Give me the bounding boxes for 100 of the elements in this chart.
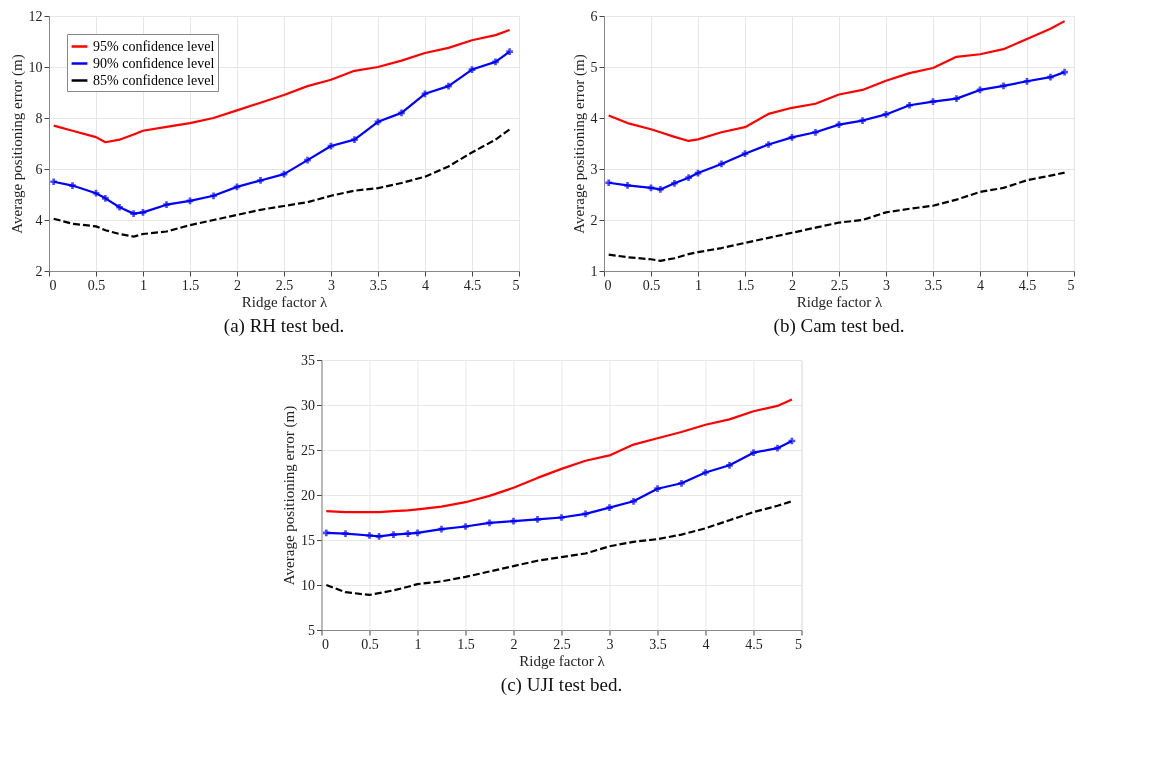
point: [404, 530, 412, 538]
point: [398, 109, 405, 117]
point: [1047, 73, 1054, 81]
point: [1000, 82, 1007, 90]
line-series: [607, 171, 1066, 262]
x-tick-label: 3.5: [924, 277, 943, 293]
point: [210, 192, 217, 200]
point: [606, 504, 613, 511]
point: [671, 179, 678, 187]
y-tick-label: 5: [590, 59, 598, 75]
x-tick-label: 2: [234, 277, 241, 293]
text: (c) UJI test bed.: [500, 674, 623, 696]
point: [130, 210, 137, 217]
x-tick-label: 1.5: [457, 636, 475, 652]
point: [421, 90, 429, 98]
y-tick-label: 3: [590, 161, 598, 177]
x-tick-label: 4: [422, 277, 429, 293]
legend-label: 95% confidence level: [93, 38, 215, 54]
point: [462, 523, 469, 530]
x-tick-label: 3: [883, 277, 890, 293]
y-tick-label: 35: [301, 352, 315, 368]
point: [654, 485, 661, 493]
point: [69, 182, 76, 189]
point: [510, 517, 517, 525]
x-tick-label: 0.5: [642, 277, 661, 293]
y-axis-title: Average positioning error (m): [8, 54, 26, 234]
x-tick-label: 0: [322, 636, 329, 652]
point: [685, 174, 692, 182]
point: [374, 118, 382, 126]
y-axis-title: Average positioning error (m): [570, 54, 588, 234]
point: [342, 530, 349, 538]
point: [1061, 68, 1068, 76]
point: [718, 160, 725, 168]
x-tick-label: 4: [977, 277, 984, 293]
point: [812, 128, 819, 136]
x-tick-label: 2.5: [830, 277, 849, 293]
x-tick-label: 0: [604, 277, 612, 293]
x-tick-label: 1: [140, 277, 147, 293]
point: [534, 515, 541, 523]
point: [139, 209, 147, 216]
point: [624, 181, 631, 189]
line-series: [52, 128, 511, 238]
point: [765, 141, 772, 148]
y-tick-label: 6: [590, 8, 598, 24]
x-axis-title: Ridge factor λ: [796, 293, 884, 310]
x-tick-label: 1.5: [736, 277, 755, 293]
y-tick-label: 12: [28, 8, 43, 24]
x-axis-title: Ridge factor λ: [519, 652, 606, 669]
point: [102, 194, 109, 202]
point: [116, 203, 123, 211]
point: [445, 82, 452, 90]
x-tick-label: 4.5: [1018, 277, 1037, 293]
point: [375, 533, 383, 540]
x-tick-label: 3.5: [649, 636, 667, 652]
x-tick-label: 0: [49, 277, 57, 293]
y-tick-label: 15: [301, 532, 315, 548]
y-tick-label: 4: [35, 212, 43, 228]
y-tick-label: 8: [35, 110, 43, 126]
y-tick-label: 5: [308, 622, 315, 638]
point: [678, 479, 685, 487]
y-tick-label: 10: [28, 59, 43, 75]
x-tick-label: 2: [789, 277, 796, 293]
point: [788, 134, 796, 141]
x-tick-label: 5: [1067, 277, 1075, 293]
line-series: [325, 500, 793, 596]
text: (a) RH test bed.: [223, 315, 345, 337]
y-tick-label: 6: [35, 161, 43, 177]
point: [438, 525, 445, 533]
point: [741, 150, 749, 158]
point: [582, 510, 589, 518]
x-tick-label: 3: [328, 277, 335, 293]
y-tick-label: 10: [301, 577, 315, 593]
point: [774, 444, 781, 452]
x-tick-label: 2.5: [553, 636, 571, 652]
x-tick-label: 2.5: [275, 277, 294, 293]
x-tick-label: 5: [795, 636, 802, 652]
x-tick-label: 1: [695, 277, 702, 293]
point: [366, 532, 373, 539]
point: [1023, 77, 1031, 85]
y-tick-label: 20: [301, 487, 315, 503]
x-tick-label: 4.5: [745, 636, 763, 652]
point: [390, 531, 397, 538]
x-tick-label: 1.5: [181, 277, 200, 293]
x-tick-label: 1: [414, 636, 422, 652]
point: [657, 186, 664, 193]
line-series: [325, 398, 793, 514]
x-tick-label: 5: [512, 277, 520, 293]
legend-label: 85% confidence level: [93, 72, 215, 88]
y-tick-label: 2: [590, 212, 598, 228]
point: [558, 514, 565, 521]
point: [492, 58, 499, 66]
line-series: [52, 28, 511, 144]
point: [859, 117, 866, 124]
point: [257, 177, 264, 184]
line-series: [607, 20, 1066, 143]
point: [882, 111, 890, 118]
point: [630, 497, 637, 505]
x-tick-label: 2: [510, 636, 518, 652]
point: [835, 121, 843, 128]
x-tick-label: 3: [606, 636, 614, 652]
